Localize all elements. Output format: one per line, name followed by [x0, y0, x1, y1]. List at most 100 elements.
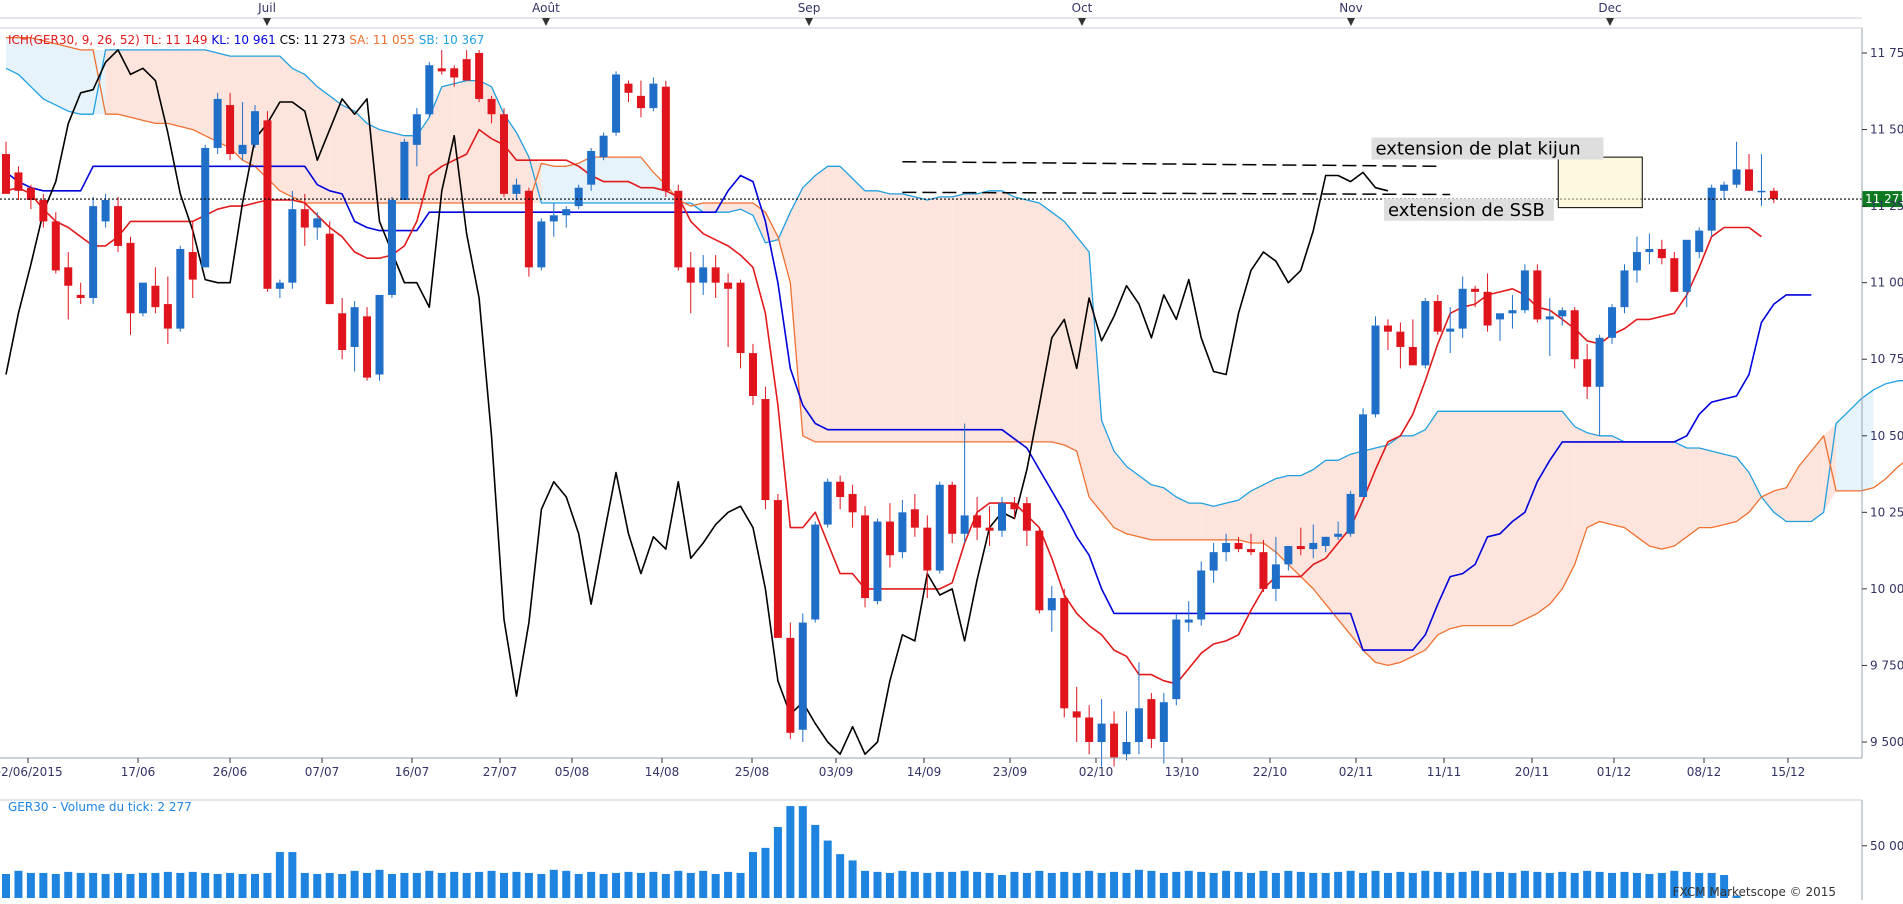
x-tick-label: 01/12 [1597, 765, 1632, 779]
volume-bar [811, 824, 820, 898]
candle-body [1197, 570, 1206, 620]
volume-bar [1657, 872, 1666, 898]
candle-body [898, 512, 907, 553]
candle-body [176, 248, 185, 329]
kumo-segment [142, 49, 156, 124]
candle-body [313, 218, 322, 228]
volume-bar [462, 872, 471, 898]
candle-body [848, 493, 857, 513]
candle-body [948, 484, 957, 534]
candle-body [263, 120, 272, 289]
volume-bar [1595, 871, 1604, 898]
month-label: Nov [1339, 1, 1362, 15]
kumo-segment [1724, 454, 1737, 525]
volume-bar [288, 852, 297, 898]
kijun-extension-line [902, 160, 1438, 168]
candle-body [1159, 702, 1168, 742]
month-marker [1078, 18, 1086, 26]
candle-body [487, 98, 496, 115]
kumo-segment [1736, 457, 1749, 522]
volume-bar [848, 860, 857, 898]
x-tick-label: 15/12 [1771, 765, 1806, 779]
kumo-segment [1786, 466, 1799, 522]
volume-bar [1110, 871, 1119, 898]
volume-bar [1060, 871, 1069, 898]
kumo-segment [1387, 435, 1401, 666]
volume-bar [873, 871, 882, 898]
volume-bar [126, 873, 135, 898]
candle-body [375, 294, 384, 375]
volume-bar [114, 872, 123, 898]
candle-body [363, 316, 372, 378]
volume-bar [649, 871, 658, 898]
volume-bar [1720, 875, 1729, 898]
candle-body [624, 83, 633, 93]
volume-bar [1558, 871, 1567, 898]
candle-body [275, 282, 284, 289]
volume-bar [1670, 870, 1679, 898]
kumo-segment [1176, 497, 1189, 540]
candle-body [1359, 414, 1368, 498]
volume-bar [138, 872, 147, 898]
candle-body [1010, 503, 1019, 510]
volume-bar [1085, 870, 1094, 898]
volume-bar [1496, 871, 1504, 898]
candle-body [1508, 310, 1517, 314]
candle-body [1110, 723, 1119, 758]
x-tick-label: 07/07 [305, 765, 340, 779]
month-marker [1347, 18, 1355, 26]
volume-bar [1732, 895, 1741, 898]
candle-body [425, 65, 434, 115]
candle-body [562, 209, 571, 216]
volume-bar [313, 873, 322, 898]
candle-body [475, 53, 484, 99]
candle-body [1122, 742, 1131, 755]
kumo-segment [1636, 441, 1650, 547]
kumo-segment [130, 49, 143, 121]
volume-bar [636, 872, 645, 898]
kumo-segment [1462, 411, 1476, 626]
volume-bar [686, 872, 695, 898]
candle-body [1259, 552, 1268, 589]
kumo-segment [1213, 503, 1227, 540]
kumo-segment [329, 95, 343, 204]
candle-body [51, 221, 60, 271]
month-marker [542, 18, 550, 26]
candle-body [201, 147, 210, 268]
volume-bar [549, 869, 558, 898]
kumo-segment [1151, 484, 1164, 540]
kumo-segment [1114, 451, 1127, 534]
candle-body [1695, 230, 1704, 253]
kumo-segment [105, 49, 119, 115]
kumo-segment [80, 49, 94, 115]
candle-body [288, 209, 297, 283]
candle-body [1234, 542, 1243, 550]
volume-bar [437, 872, 446, 898]
kumo-segment [1475, 411, 1488, 626]
candle-body [1072, 711, 1081, 718]
kumo-segment [379, 129, 392, 204]
candle-body [1757, 190, 1766, 193]
ssb-extension-line [902, 191, 1451, 196]
kumo-segment [1400, 435, 1413, 663]
volume-bar [761, 847, 770, 898]
volume-bar [176, 872, 185, 898]
candle-body [524, 190, 533, 268]
kumo-segment [1039, 203, 1052, 442]
kumo-segment [541, 163, 554, 204]
volume-bar [885, 872, 894, 898]
candle-body [811, 524, 820, 620]
candle-body [823, 481, 832, 525]
candle-body [1520, 270, 1529, 311]
candle-body [1446, 328, 1455, 332]
chikou-line [5, 49, 1389, 756]
kumo-segment [640, 157, 654, 204]
candle-body [151, 285, 160, 308]
volume-bar [923, 872, 932, 898]
kumo-segment [1512, 411, 1525, 626]
x-tick-label: 02/06/2015 [0, 765, 63, 779]
candle-body [325, 233, 334, 305]
kumo-segment [939, 196, 953, 442]
volume-bar [1234, 871, 1243, 898]
